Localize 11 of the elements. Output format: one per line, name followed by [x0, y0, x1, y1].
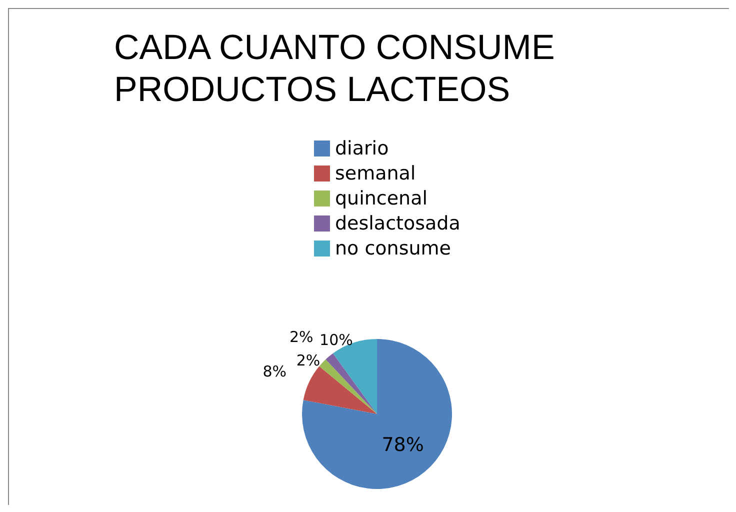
chart-title: CADA CUANTO CONSUME PRODUCTOS LACTEOS — [114, 27, 556, 111]
data-label: 2% — [289, 328, 314, 346]
legend-label: quincenal — [335, 188, 428, 210]
data-label: 10% — [320, 330, 353, 349]
legend-label: diario — [335, 138, 389, 160]
data-label: 2% — [296, 352, 320, 370]
data-label: 78% — [382, 434, 424, 456]
data-label: 8% — [262, 362, 287, 380]
legend-label: no consume — [335, 238, 451, 260]
legend-label: semanal — [335, 162, 416, 184]
legend-label: deslactosada — [335, 212, 460, 234]
